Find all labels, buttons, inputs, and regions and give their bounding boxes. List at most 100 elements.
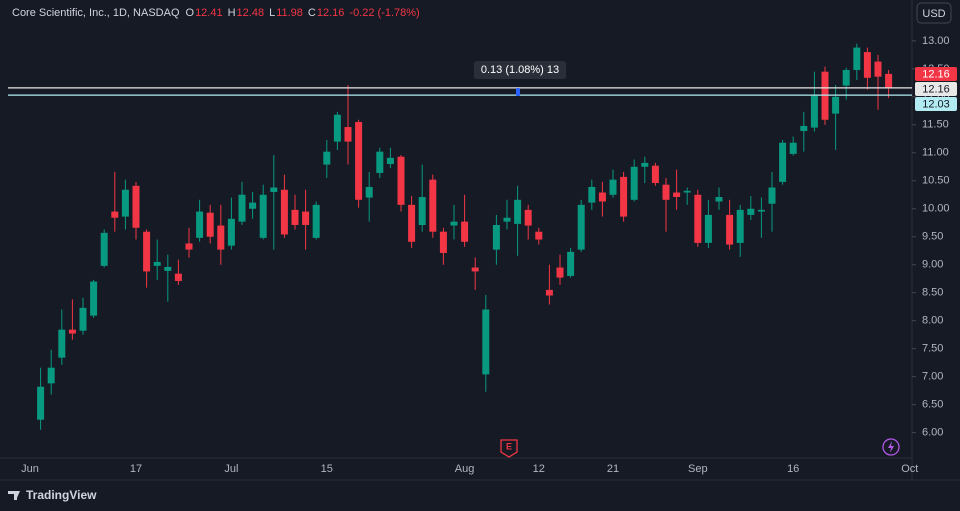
candle-body (344, 127, 352, 142)
candle-body (885, 73, 893, 88)
price-badge (915, 97, 957, 111)
candle-body (514, 199, 522, 224)
y-tick-label: 13.00 (922, 35, 950, 47)
candle-body (323, 151, 331, 165)
symbol: Core Scientific, Inc., 1D, NASDAQ (12, 7, 180, 19)
candle-body (153, 261, 161, 266)
candle-body (535, 231, 543, 240)
candle-body (238, 194, 246, 222)
x-tick-label: 17 (130, 463, 142, 475)
candle-body (121, 189, 129, 217)
candle-body (683, 190, 691, 193)
x-tick-label: Jul (224, 463, 238, 475)
x-tick-label: Oct (901, 463, 918, 475)
candle-body (355, 122, 363, 200)
y-tick-label: 6.00 (922, 427, 943, 439)
candle-body (620, 176, 628, 217)
candle-body (111, 211, 119, 218)
y-tick-label: 11.50 (922, 119, 949, 131)
last-price-label: 12.16 (922, 68, 950, 80)
candle-body (227, 218, 235, 246)
candle-body (58, 329, 66, 358)
candle-body (386, 157, 394, 164)
candle-body (408, 204, 416, 242)
price-badge (915, 82, 957, 96)
candle-body (312, 204, 320, 238)
candle-body (37, 386, 45, 420)
ohlc-key: L (269, 7, 275, 19)
x-tick-label: 16 (787, 463, 799, 475)
candle-body (651, 165, 659, 184)
tv-logo (8, 491, 20, 500)
candle-body (206, 212, 214, 237)
price-badge-label: 12.16 (922, 83, 950, 95)
candle-body (503, 217, 511, 222)
currency-button[interactable] (916, 2, 952, 24)
candle-body (174, 273, 182, 281)
candle-body (471, 267, 479, 272)
header: Core Scientific, Inc., 1D, NASDAQ O 12.41… (12, 7, 420, 19)
candle-body (418, 197, 426, 225)
x-tick-label: 12 (533, 463, 545, 475)
candle-body (365, 186, 373, 198)
x-tick-label: 15 (321, 463, 333, 475)
candle-body (694, 194, 702, 243)
candle-body (90, 281, 98, 316)
earnings-icon[interactable]: E (500, 439, 518, 458)
candle-body (492, 224, 500, 250)
candle-body (439, 231, 447, 253)
candle-body (842, 69, 850, 86)
candle-body (164, 266, 172, 271)
brand: TradingView (26, 488, 97, 502)
candle-body (810, 95, 818, 128)
price-badge-label: 12.03 (922, 98, 950, 110)
x-tick-label: 21 (607, 463, 619, 475)
ohlc-key: H (228, 7, 236, 19)
candle-body (567, 251, 575, 276)
candle-body (461, 221, 469, 242)
candle-body (217, 225, 225, 250)
candle-body (100, 232, 108, 266)
y-tick-label: 8.00 (922, 315, 943, 327)
y-tick-label: 10.50 (922, 175, 950, 187)
candle-body (800, 125, 808, 131)
measure-label: 0.13 (1.08%) 13 (481, 64, 559, 76)
ohlc-value: 12.16 (317, 7, 345, 19)
y-tick-label: 9.00 (922, 259, 943, 271)
candle-body (789, 142, 797, 154)
candle-body (79, 307, 87, 331)
candle-body (545, 289, 553, 296)
y-tick-label: 10.00 (922, 203, 950, 215)
measure-box (473, 61, 567, 79)
y-tick-label: 9.50 (922, 231, 943, 243)
candle-body (832, 96, 840, 114)
candle-body (143, 231, 151, 272)
candle-body (863, 52, 871, 78)
candle-body (768, 187, 776, 204)
ohlc-value: 12.41 (195, 7, 223, 19)
last-price-badge (915, 67, 957, 81)
candle-body (673, 192, 681, 198)
candle-body (662, 184, 670, 200)
candle-body (779, 142, 787, 182)
candle-body (524, 209, 532, 226)
ohlc-value: 11.98 (276, 7, 303, 19)
candle-body (450, 221, 458, 226)
candle-body (68, 329, 76, 334)
dividend-icon[interactable] (882, 438, 900, 456)
y-tick-label: 11.00 (922, 147, 949, 159)
candle-body (249, 202, 257, 209)
currency[interactable]: USD (922, 8, 945, 20)
candle-body (715, 197, 723, 202)
candle-body (630, 166, 638, 200)
candle-body (588, 186, 596, 203)
candle-body (874, 61, 882, 77)
ohlc-key: O (186, 7, 195, 19)
candle-body (280, 189, 288, 235)
candle-body (598, 192, 606, 202)
candle-body (747, 208, 755, 215)
candle-body (397, 156, 405, 205)
candle-body (429, 179, 437, 232)
